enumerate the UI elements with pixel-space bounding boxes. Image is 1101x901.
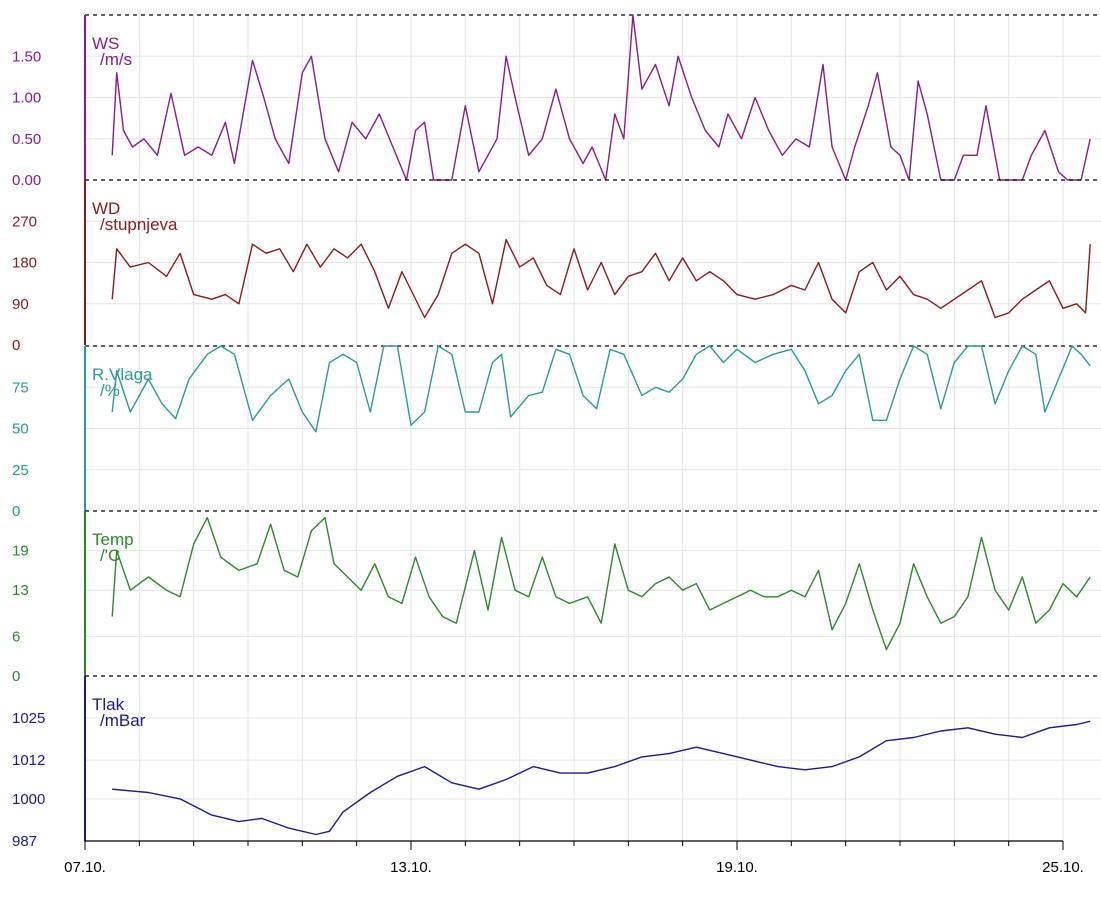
- series-line-ws: [111, 14, 1091, 181]
- y-tick-label: 270: [12, 213, 37, 230]
- y-tick-label: 0: [12, 503, 20, 520]
- y-tick-label: 0.50: [12, 131, 41, 148]
- y-tick-label: 90: [12, 296, 29, 313]
- panel-unit: /mBar: [100, 711, 146, 730]
- series-line-wd: [111, 238, 1091, 319]
- y-tick-label: 6: [12, 628, 20, 645]
- panel-name: WS: [92, 34, 119, 53]
- y-tick-label: 0.00: [12, 172, 41, 189]
- panel-name: R.Vlaga: [92, 365, 153, 384]
- panel-unit: /%: [100, 381, 120, 400]
- y-tick-label: 25: [12, 462, 29, 479]
- panel-name: WD: [92, 199, 120, 218]
- x-tick-label: 25.10.: [1042, 859, 1084, 876]
- x-tick-label: 13.10.: [390, 859, 432, 876]
- y-tick-label: 13: [12, 582, 29, 599]
- series-line-temp: [111, 516, 1091, 651]
- y-tick-label: 0: [12, 668, 20, 685]
- y-tick-label: 19: [12, 543, 29, 560]
- y-tick-label: 0: [12, 337, 20, 354]
- y-tick-label: 1.50: [12, 48, 41, 65]
- x-tick-label: 19.10.: [716, 859, 758, 876]
- y-tick-label: 50: [12, 421, 29, 438]
- y-tick-label: 1025: [12, 710, 45, 727]
- series-line-rvlaga: [111, 345, 1091, 433]
- y-tick-label: 180: [12, 255, 37, 272]
- panel-unit: /stupnjeva: [100, 215, 178, 234]
- y-tick-label: 1000: [12, 791, 45, 808]
- y-tick-label: 987: [12, 833, 37, 850]
- series-line-tlak: [112, 720, 1091, 836]
- panel-unit: /m/s: [100, 50, 132, 69]
- y-tick-label: 1012: [12, 752, 45, 769]
- panel-name: Tlak: [92, 695, 125, 714]
- panel-name: Temp: [92, 530, 134, 549]
- panel-unit: /'C: [100, 546, 120, 565]
- y-tick-label: 75: [12, 379, 29, 396]
- x-tick-label: 07.10.: [64, 859, 106, 876]
- y-tick-label: 1.00: [12, 90, 41, 107]
